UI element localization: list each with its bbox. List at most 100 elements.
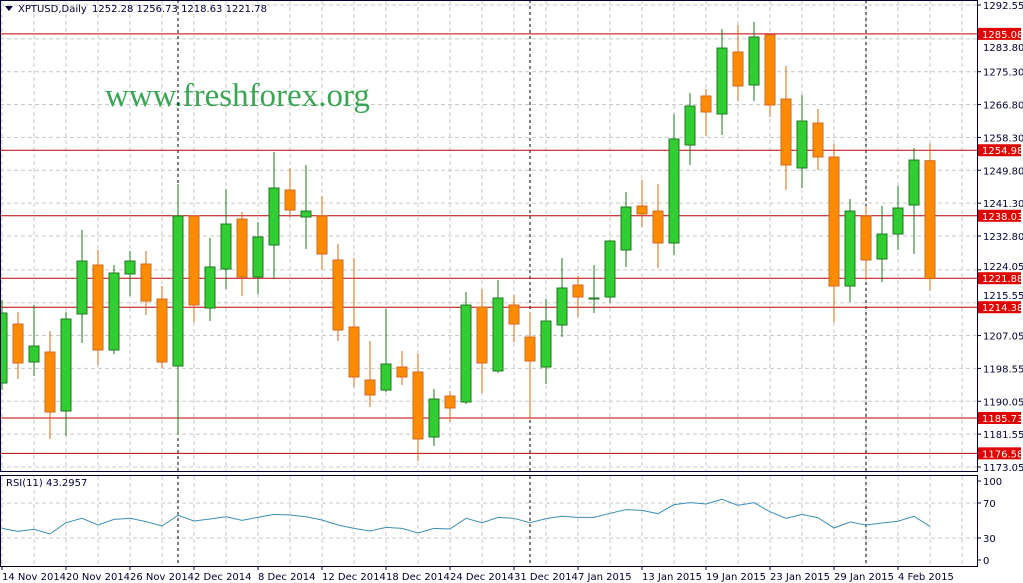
level-label-bg xyxy=(978,411,1021,424)
rsi-tick-label: 0 xyxy=(983,556,989,567)
candle-bear xyxy=(572,284,584,298)
level-label-bg xyxy=(978,447,1021,460)
time-tick-label: 4 Feb 2015 xyxy=(898,572,954,583)
price-tick-label: 1283.80 xyxy=(983,43,1023,54)
time-tick-label: 12 Dec 2014 xyxy=(322,572,386,583)
candle-bear xyxy=(444,395,456,409)
price-tick-label: 1266.80 xyxy=(983,101,1023,112)
chart-symbol: XPTUSD,Daily xyxy=(18,4,87,15)
level-label-bg xyxy=(978,144,1021,157)
candle-bull xyxy=(588,297,600,300)
price-tick-label: 1292.55 xyxy=(983,1,1023,12)
candle-bull xyxy=(204,266,216,309)
grid xyxy=(0,0,977,566)
candle-bull xyxy=(492,297,504,372)
time-tick-label: 29 Jan 2015 xyxy=(834,572,894,583)
candle-bear xyxy=(348,326,360,378)
candle-bear xyxy=(652,210,664,244)
candle-bull xyxy=(60,318,72,412)
time-tick-label: 14 Nov 2014 xyxy=(2,572,66,583)
price-tick-label: 1207.05 xyxy=(983,332,1023,343)
candle-bear xyxy=(924,160,936,280)
price-tick-label: 1173.05 xyxy=(983,463,1023,474)
level-label: 1221.88 xyxy=(982,274,1023,285)
candle-bull xyxy=(0,312,8,384)
time-tick-label: 26 Nov 2014 xyxy=(130,572,194,583)
candle-bull xyxy=(460,304,472,403)
time-axis: 14 Nov 2014 20 Nov 2014 26 Nov 2014 2 Dec 2… xyxy=(1,566,954,583)
candle-bear xyxy=(284,189,296,211)
candle-bear xyxy=(92,264,104,351)
candle-bull xyxy=(252,236,264,278)
candle-bull xyxy=(300,210,312,218)
rsi-tick-label: 70 xyxy=(983,499,996,510)
time-tick-label: 13 Jan 2015 xyxy=(642,572,702,583)
candle-bull xyxy=(892,207,904,235)
rsi-tick-label: 30 xyxy=(983,534,996,545)
level-label: 1238.03 xyxy=(982,212,1023,223)
price-tick-label: 1249.80 xyxy=(983,166,1023,177)
dropdown-triangle-icon[interactable] xyxy=(5,6,13,11)
price-tick-label: 1258.30 xyxy=(983,133,1023,144)
candle-bear xyxy=(140,263,152,302)
level-label-bg xyxy=(978,27,1021,40)
chart-ohlc: 1252.28 1256.73 1218.63 1221.78 xyxy=(92,4,267,15)
price-tick-label: 1275.30 xyxy=(983,68,1023,79)
time-tick-label: 19 Jan 2015 xyxy=(706,572,766,583)
time-tick-label: 2 Dec 2014 xyxy=(194,572,252,583)
rsi-frame xyxy=(0,475,978,567)
candle-bull xyxy=(76,260,88,315)
candle-bear xyxy=(812,122,824,158)
candle-bull xyxy=(604,240,616,298)
price-axis: 1292.55 1283.80 1275.30 1266.80 1258.30 1249.… xyxy=(977,1,1023,567)
price-tick-label: 1215.55 xyxy=(983,291,1023,302)
time-tick-label: 23 Jan 2015 xyxy=(770,572,830,583)
rsi-line xyxy=(1,498,931,535)
candle-bear xyxy=(780,98,792,166)
candle-bull xyxy=(620,206,632,251)
candle-bear xyxy=(316,215,328,255)
candle-bull xyxy=(108,272,120,351)
watermark: www.freshforex.org xyxy=(105,78,370,114)
candle-bull xyxy=(220,223,232,270)
candle-bear xyxy=(12,323,24,364)
price-tick-label: 1181.55 xyxy=(983,430,1023,441)
price-tick-label: 1232.80 xyxy=(983,232,1023,243)
candle-bull xyxy=(876,233,888,260)
candles xyxy=(0,22,936,462)
candle-bull xyxy=(428,398,440,438)
candle-bull xyxy=(796,120,808,169)
time-tick-label: 18 Dec 2014 xyxy=(386,572,450,583)
candle-bear xyxy=(828,156,840,287)
time-tick-label: 20 Nov 2014 xyxy=(66,572,130,583)
candle-bull xyxy=(684,105,696,146)
candle-bull xyxy=(540,320,552,368)
time-tick-label: 24 Dec 2014 xyxy=(450,572,514,583)
candle-bear xyxy=(156,298,168,363)
rsi-panel xyxy=(1,498,931,535)
level-label-bg xyxy=(978,272,1021,285)
candle-bear xyxy=(476,306,488,364)
candle-bear xyxy=(364,379,376,396)
candle-bear xyxy=(524,336,536,362)
candle-bear xyxy=(332,259,344,331)
candle-bull xyxy=(556,287,568,326)
candle-bear xyxy=(860,215,872,261)
level-label: 1176.58 xyxy=(982,449,1023,460)
candle-bull xyxy=(908,159,920,206)
candle-bear xyxy=(412,371,424,440)
candle-bear xyxy=(764,34,776,106)
candle-bear xyxy=(188,215,200,306)
candle-bull xyxy=(716,47,728,115)
level-label: 1214.38 xyxy=(982,303,1023,314)
rsi-tick-label: 100 xyxy=(983,477,1002,488)
price-tick-label: 1198.55 xyxy=(983,364,1023,375)
candle-bull xyxy=(172,215,184,367)
candle-bear xyxy=(236,218,248,278)
candle-bear xyxy=(700,95,712,113)
level-label: 1254.98 xyxy=(982,146,1023,157)
time-tick-label: 7 Jan 2015 xyxy=(578,572,632,583)
candle-bear xyxy=(732,51,744,87)
price-tick-label: 1190.05 xyxy=(983,397,1023,408)
